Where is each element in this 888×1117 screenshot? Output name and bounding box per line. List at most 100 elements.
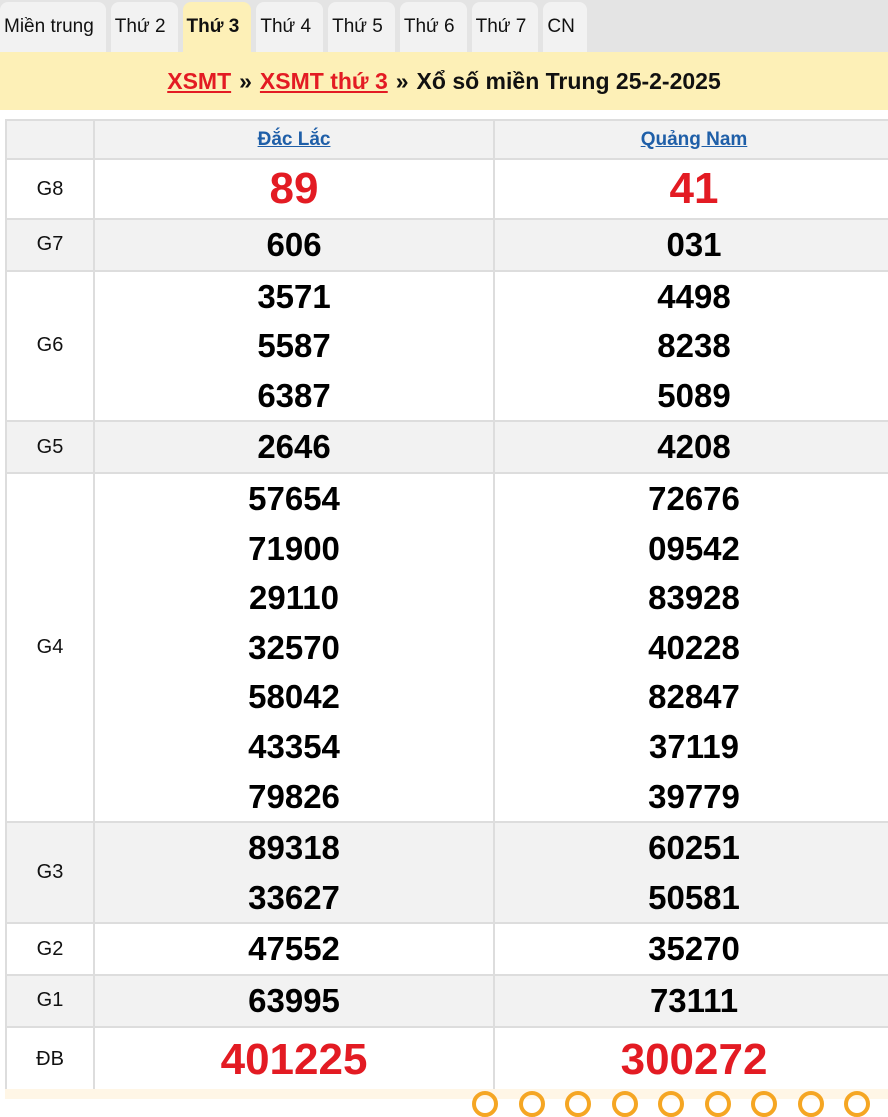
prize-number: 5587 xyxy=(257,327,331,365)
tab-2[interactable]: Thứ 3 xyxy=(182,2,252,52)
prize-cell: 73111 xyxy=(493,973,888,1028)
prize-number: 57654 xyxy=(248,479,340,517)
prize-label: G4 xyxy=(4,471,96,824)
prize-number: 63995 xyxy=(248,981,340,1019)
prize-cell: 401225 xyxy=(93,1025,496,1093)
prize-number: 09542 xyxy=(648,529,740,567)
prize-number: 4498 xyxy=(657,277,731,315)
prize-number: 41 xyxy=(669,164,719,213)
prize-number: 73111 xyxy=(649,981,739,1019)
prize-number: 72676 xyxy=(648,479,740,517)
prize-number: 79826 xyxy=(248,777,340,815)
tab-6[interactable]: Thứ 7 xyxy=(471,2,539,52)
tab-4[interactable]: Thứ 5 xyxy=(328,2,395,52)
prize-number: 3571 xyxy=(257,277,331,315)
prize-number: 5089 xyxy=(657,376,731,414)
decorative-circle-icon xyxy=(751,1091,777,1117)
prize-number: 35270 xyxy=(648,930,740,968)
prize-number: 71900 xyxy=(248,529,340,567)
prize-label: G1 xyxy=(4,973,96,1028)
prize-row-G5: G5 2646 4208 xyxy=(4,420,888,474)
prize-cell: 4498 8238 5089 xyxy=(493,269,888,423)
breadcrumb-xsmt-thu3-link[interactable]: XSMT thứ 3 xyxy=(259,67,388,94)
prize-label: G8 xyxy=(4,158,96,220)
prize-number: 33627 xyxy=(248,878,340,916)
prize-number: 40228 xyxy=(648,628,740,666)
province-link-dac-lac[interactable]: Đắc Lắc xyxy=(257,128,331,150)
prize-cell: 031 xyxy=(493,218,888,272)
prize-cell: 41 xyxy=(493,158,888,220)
prize-number: 47552 xyxy=(248,930,340,968)
day-tabs: Miền trung Thứ 2 Thứ 3 Thứ 4 Thứ 5 Thứ 6 Thứ 7… xyxy=(0,0,888,52)
decorative-circle-icon xyxy=(518,1091,545,1117)
prize-cell: 47552 xyxy=(93,922,496,976)
prize-row-G8: G8 89 41 xyxy=(4,158,888,220)
prize-label: G5 xyxy=(4,420,96,474)
prize-label: G7 xyxy=(4,218,96,272)
prize-number: 37119 xyxy=(649,727,739,765)
prize-number: 89318 xyxy=(248,829,340,867)
prize-cell: 2646 xyxy=(93,420,496,474)
prize-number: 8238 xyxy=(657,327,731,365)
prize-label: G3 xyxy=(4,821,96,925)
prize-row-G7: G7 606 031 xyxy=(4,218,888,272)
prize-cell: 57654 71900 29110 32570 58042 43354 79826 xyxy=(93,471,496,824)
prize-number: 031 xyxy=(666,226,722,263)
prize-cell: 35270 xyxy=(493,922,888,976)
decorative-circle-icon xyxy=(844,1091,870,1117)
decorative-circle-icon xyxy=(565,1091,591,1117)
prize-number: 60251 xyxy=(648,829,740,867)
prize-number: 58042 xyxy=(248,678,340,716)
prize-number: 300272 xyxy=(620,1034,768,1084)
decorative-circle-icon xyxy=(658,1091,684,1117)
prize-number: 2646 xyxy=(257,428,331,466)
prize-number: 50581 xyxy=(648,878,740,916)
prize-cell: 3571 5587 6387 xyxy=(93,269,496,423)
results-table: Đắc Lắc Quảng Nam G8 89 41 G7 606 031 G6 3571 55… xyxy=(4,119,888,1093)
prize-label: G6 xyxy=(4,269,96,423)
tab-3[interactable]: Thứ 4 xyxy=(256,2,324,52)
prize-label: ĐB xyxy=(4,1025,96,1093)
prize-cell: 89318 33627 xyxy=(93,821,496,925)
prize-cell: 72676 09542 83928 40228 82847 37119 39779 xyxy=(493,471,888,824)
prize-number: 6387 xyxy=(257,376,331,414)
prize-number: 29110 xyxy=(249,579,339,617)
tab-0[interactable]: Miền trung xyxy=(0,2,106,52)
province-header: Quảng Nam xyxy=(493,119,888,160)
breadcrumb-xsmt-link[interactable]: XSMT xyxy=(167,67,232,94)
bottom-strip xyxy=(5,1089,888,1099)
prize-cell: 60251 50581 xyxy=(493,821,888,925)
prize-row-G3: G3 89318 33627 60251 50581 xyxy=(4,821,888,925)
page-title: Xổ số miền Trung 25-2-2025 xyxy=(416,67,721,94)
decorative-circle-icon xyxy=(704,1091,731,1117)
prize-cell: 4208 xyxy=(493,420,888,474)
prize-number: 83928 xyxy=(648,579,740,617)
prize-number: 89 xyxy=(269,164,319,213)
table-header-row: Đắc Lắc Quảng Nam xyxy=(4,119,888,160)
decorative-circle-icon xyxy=(611,1091,638,1117)
prize-number: 401225 xyxy=(220,1034,368,1084)
decorative-circle-icon xyxy=(472,1091,498,1117)
prize-cell: 606 xyxy=(93,218,496,272)
prize-row-G1: G1 63995 73111 xyxy=(4,973,888,1028)
prize-number: 32570 xyxy=(248,628,340,666)
prize-cell: 89 xyxy=(93,158,496,220)
breadcrumb-separator: » xyxy=(395,67,409,94)
prize-number: 606 xyxy=(266,226,322,263)
prize-number: 4208 xyxy=(657,428,731,466)
breadcrumb-separator: » xyxy=(239,67,252,94)
prize-row-G6: G6 3571 5587 6387 4498 8238 5089 xyxy=(4,269,888,423)
province-link-quang-nam[interactable]: Quảng Nam xyxy=(640,128,748,150)
prize-number: 43354 xyxy=(248,727,340,765)
prize-cell: 63995 xyxy=(93,973,496,1028)
prize-number: 82847 xyxy=(648,678,740,716)
header-empty-cell xyxy=(4,119,96,160)
prize-row-G4: G4 57654 71900 29110 32570 58042 43354 79826 726… xyxy=(4,471,888,824)
tab-5[interactable]: Thứ 6 xyxy=(399,2,467,52)
prize-label: G2 xyxy=(4,922,96,976)
breadcrumb: XSMT » XSMT thứ 3 » Xổ số miền Trung 25-… xyxy=(0,52,888,110)
decorative-circle-icon xyxy=(797,1091,824,1117)
tab-7[interactable]: CN xyxy=(543,2,587,52)
tab-1[interactable]: Thứ 2 xyxy=(110,2,178,52)
prize-row-ĐB: ĐB 401225 300272 xyxy=(4,1025,888,1093)
